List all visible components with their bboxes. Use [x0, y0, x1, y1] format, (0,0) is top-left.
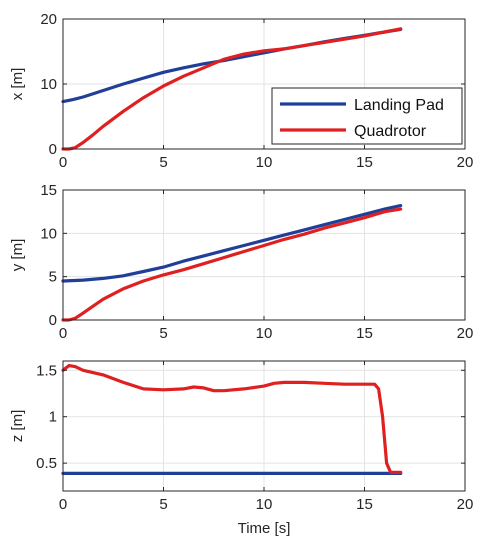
y-axis-label: z [m]: [9, 410, 26, 443]
x-tick-label: 0: [59, 154, 67, 171]
x-tick-label: 10: [256, 325, 273, 342]
x-tick-label: 10: [256, 496, 273, 513]
x-tick-label: 20: [457, 154, 474, 171]
y-tick-label: 15: [40, 182, 57, 199]
y-tick-label: 10: [40, 76, 57, 93]
legend-box: [271, 87, 463, 145]
y-tick-label: 0: [49, 141, 57, 158]
x-tick-label: 5: [159, 325, 167, 342]
legend-label-landing-pad: Landing Pad: [354, 97, 444, 114]
y-tick-label: 0: [49, 312, 57, 329]
y-tick-label: 1.5: [36, 362, 57, 379]
y-tick-label: 5: [49, 269, 57, 286]
series-line-landing-pad: [61, 204, 403, 283]
x-tick-label: 5: [159, 154, 167, 171]
y-tick-label: 20: [40, 11, 57, 28]
series-line-quadrotor: [61, 27, 403, 151]
x-tick-label: 10: [256, 154, 273, 171]
y-axis-label: x [m]: [9, 68, 26, 101]
y-tick-label: 10: [40, 225, 57, 242]
y-axis-label: y [m]: [9, 239, 26, 272]
y-tick-label: 1: [49, 409, 57, 426]
x-tick-label: 0: [59, 325, 67, 342]
series-line-quadrotor: [61, 207, 403, 322]
x-axis-label: Time [s]: [238, 520, 291, 537]
y-tick-label: 0.5: [36, 455, 57, 472]
x-tick-label: 20: [457, 496, 474, 513]
x-tick-label: 20: [457, 325, 474, 342]
x-tick-label: 5: [159, 496, 167, 513]
x-tick-label: 0: [59, 496, 67, 513]
x-tick-label: 15: [356, 154, 373, 171]
x-tick-label: 15: [356, 496, 373, 513]
series-line-quadrotor: [61, 364, 403, 474]
legend-label-quadrotor: Quadrotor: [354, 123, 427, 140]
x-tick-label: 15: [356, 325, 373, 342]
